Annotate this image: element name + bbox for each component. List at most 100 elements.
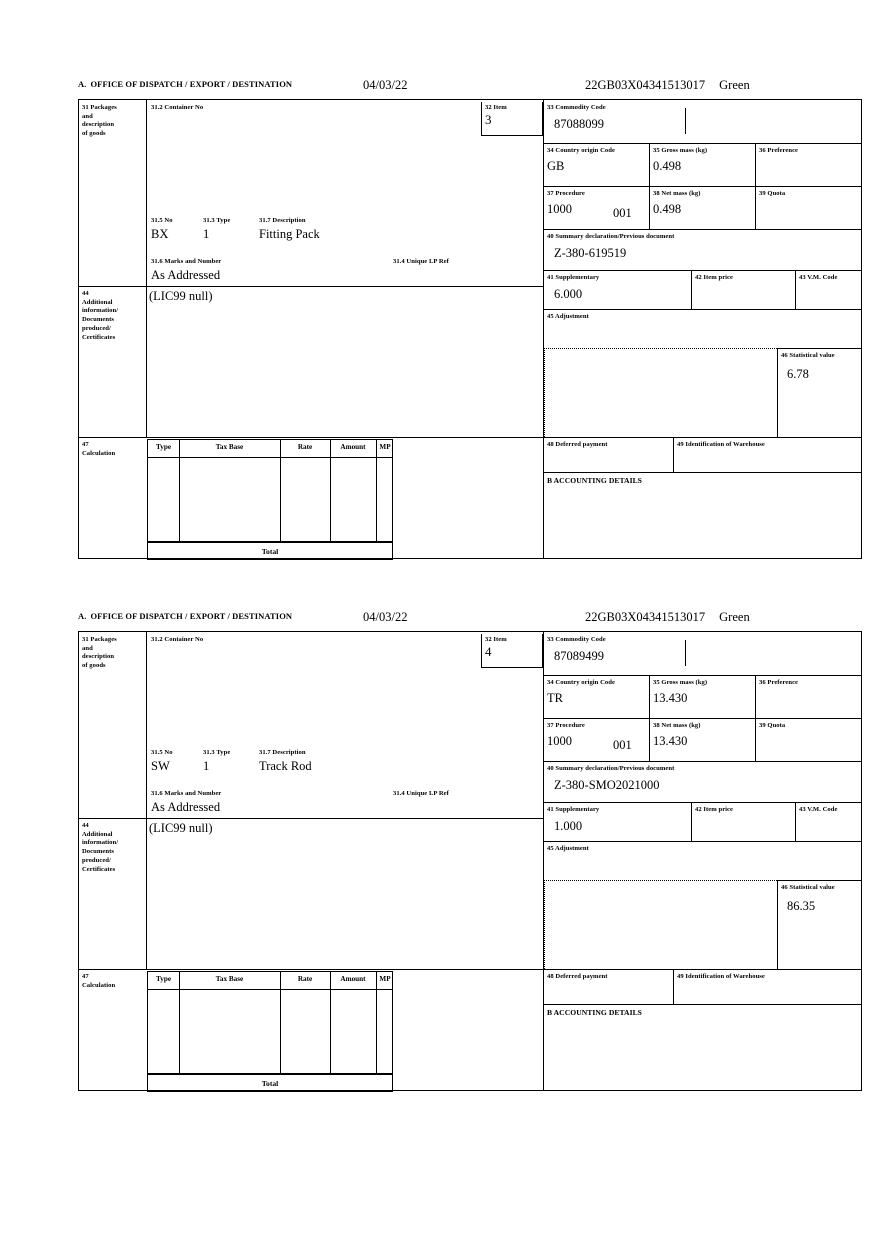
- box48-deferred-payment: 48 Deferred payment: [547, 973, 608, 986]
- stub-divider: [146, 632, 147, 969]
- right-column-divider: [543, 632, 544, 969]
- box31-6-marks-and-number: 31.6 Marks and Number As Addressed: [151, 258, 221, 282]
- box41-label: 41 Supplementary: [547, 806, 600, 813]
- box48-49-divider: [673, 969, 674, 1004]
- box31-6-value: As Addressed: [151, 799, 221, 814]
- box44-bottom-rule: [79, 969, 861, 970]
- calc-col-tax-base: Tax Base: [215, 975, 244, 983]
- declaration-date: 04/03/22: [363, 78, 408, 92]
- calc-col-amount: Amount: [340, 975, 366, 983]
- right-column-divider: [543, 100, 544, 437]
- calc-col-tax-base: Tax Base: [215, 443, 244, 451]
- box31-stub-line-3: of goods: [82, 662, 106, 670]
- box44-stub-label: 44 Additional information/ Documents pro…: [82, 290, 144, 342]
- box37-procedure: 37 Procedure 1000: [547, 190, 585, 216]
- right-column-divider-lower: [543, 437, 544, 558]
- box46-left-divider: [777, 880, 778, 969]
- box34-bottom-rule: [543, 718, 861, 719]
- box40-label: 40 Summary declaration/Previous document: [547, 233, 675, 240]
- box45-left-dotted-edge: [544, 348, 545, 437]
- box31-stub-label: 31 Packages and description of goods: [82, 104, 144, 139]
- box37-bottom-rule: [543, 229, 861, 230]
- box41-supplementary: 41 Supplementary 1.000: [547, 806, 599, 833]
- box44-stub-line-4: produced/: [82, 856, 111, 864]
- box48-49-divider: [673, 437, 674, 472]
- box44-stub-line-5: Certificates: [82, 333, 116, 341]
- box40-previous-document: 40 Summary declaration/Previous document…: [547, 765, 674, 792]
- box44-stub-line-5: Certificates: [82, 865, 116, 873]
- box44-value: (LIC99 null): [149, 289, 213, 303]
- box37-38-divider: [649, 718, 650, 761]
- box38-value: 13.430: [653, 733, 688, 748]
- box31-stub-line-0: 31 Packages: [82, 636, 117, 643]
- box35-label: 35 Gross mass (kg): [653, 147, 708, 154]
- calc-col-type: Type: [155, 975, 172, 983]
- calc-col-sep-3: [330, 972, 331, 1075]
- box44-additional-information: (LIC99 null): [149, 289, 213, 304]
- box35-36-divider: [755, 143, 756, 186]
- office-of-dispatch-label: A. OFFICE OF DISPATCH / EXPORT / DESTINAT…: [78, 611, 292, 621]
- calc-col-sep-4: [376, 972, 377, 1075]
- box48-label: 48 Deferred payment: [547, 973, 608, 980]
- box34-country-origin-code: 34 Country origin Code TR: [547, 679, 615, 705]
- declaration-reference: 22GB03X04341513017 Green: [585, 78, 750, 93]
- reference-colour: Green: [719, 78, 750, 92]
- calc-col-sep-2: [280, 972, 281, 1075]
- office-label-lead: A.: [78, 79, 87, 89]
- box36-preference: 36 Preference: [759, 147, 798, 160]
- box37-label: 37 Procedure: [547, 722, 585, 729]
- reference-number: 22GB03X04341513017: [585, 78, 706, 92]
- box46-value: 86.35: [787, 898, 816, 913]
- box31-5-no: 31.5 No BX: [151, 217, 173, 241]
- box38-39-divider: [755, 718, 756, 761]
- box43-label: 43 V.M. Code: [799, 806, 838, 813]
- box48-label: 48 Deferred payment: [547, 441, 608, 448]
- box36-preference: 36 Preference: [759, 679, 798, 692]
- box32-value: 3: [485, 112, 492, 127]
- box48-bottom-rule: [543, 1004, 861, 1005]
- office-label-lead: A.: [78, 611, 87, 621]
- box45-label: 45 Adjustment: [547, 845, 589, 852]
- box31-stub-line-1: and: [82, 644, 93, 652]
- box31-stub-line-0: 31 Packages: [82, 104, 117, 111]
- box44-stub-line-1: Additional: [82, 298, 113, 306]
- box37-value-1: 1000: [547, 733, 572, 748]
- box41-value: 6.000: [554, 286, 583, 301]
- box45-label: 45 Adjustment: [547, 313, 589, 320]
- box42-43-divider: [795, 802, 796, 841]
- box47-stub-line-0: 47: [82, 973, 89, 980]
- box37-procedure: 37 Procedure 1000: [547, 722, 585, 748]
- box44-stub-line-2: information/: [82, 839, 119, 847]
- box46-top-rule: [777, 348, 861, 349]
- box44-stub-line-0: 44: [82, 822, 89, 829]
- box34-35-divider: [649, 675, 650, 718]
- box41-label: 41 Supplementary: [547, 274, 600, 281]
- box47-stub-line-1: Calculation: [82, 981, 116, 989]
- box41-bottom-rule: [543, 841, 861, 842]
- box31-3-label: 31.3 Type: [203, 217, 231, 224]
- box46-label: 46 Statistical value: [781, 884, 835, 891]
- box37-procedure-second: 001: [613, 738, 632, 753]
- box37-label: 37 Procedure: [547, 190, 585, 197]
- box31-7-label: 31.7 Description: [259, 217, 306, 224]
- box31-bottom-rule: [79, 818, 543, 819]
- box35-gross-mass: 35 Gross mass (kg) 0.498: [653, 147, 707, 173]
- box46-top-rule: [777, 880, 861, 881]
- box35-36-divider: [755, 675, 756, 718]
- reference-colour: Green: [719, 610, 750, 624]
- box31-6-label: 31.6 Marks and Number: [151, 790, 222, 797]
- box44-bottom-rule: [79, 437, 861, 438]
- box44-stub-line-1: Additional: [82, 830, 113, 838]
- declaration-date: 04/03/22: [363, 610, 408, 624]
- box31-5-label: 31.5 No: [151, 217, 173, 224]
- box43-vm-code: 43 V.M. Code: [799, 274, 837, 288]
- box32-value: 4: [485, 644, 492, 659]
- box31-3-value: 1: [203, 226, 210, 241]
- box38-label: 38 Net mass (kg): [653, 722, 701, 729]
- box39-quota: 39 Quota: [759, 190, 785, 203]
- box-b-accounting-details: B ACCOUNTING DETAILS: [547, 476, 642, 490]
- box49-warehouse-identification: 49 Identification of Warehouse: [677, 441, 765, 454]
- box38-value: 0.498: [653, 201, 682, 216]
- box44-stub-label: 44 Additional information/ Documents pro…: [82, 822, 144, 874]
- box47-stub-line-1: Calculation: [82, 449, 116, 457]
